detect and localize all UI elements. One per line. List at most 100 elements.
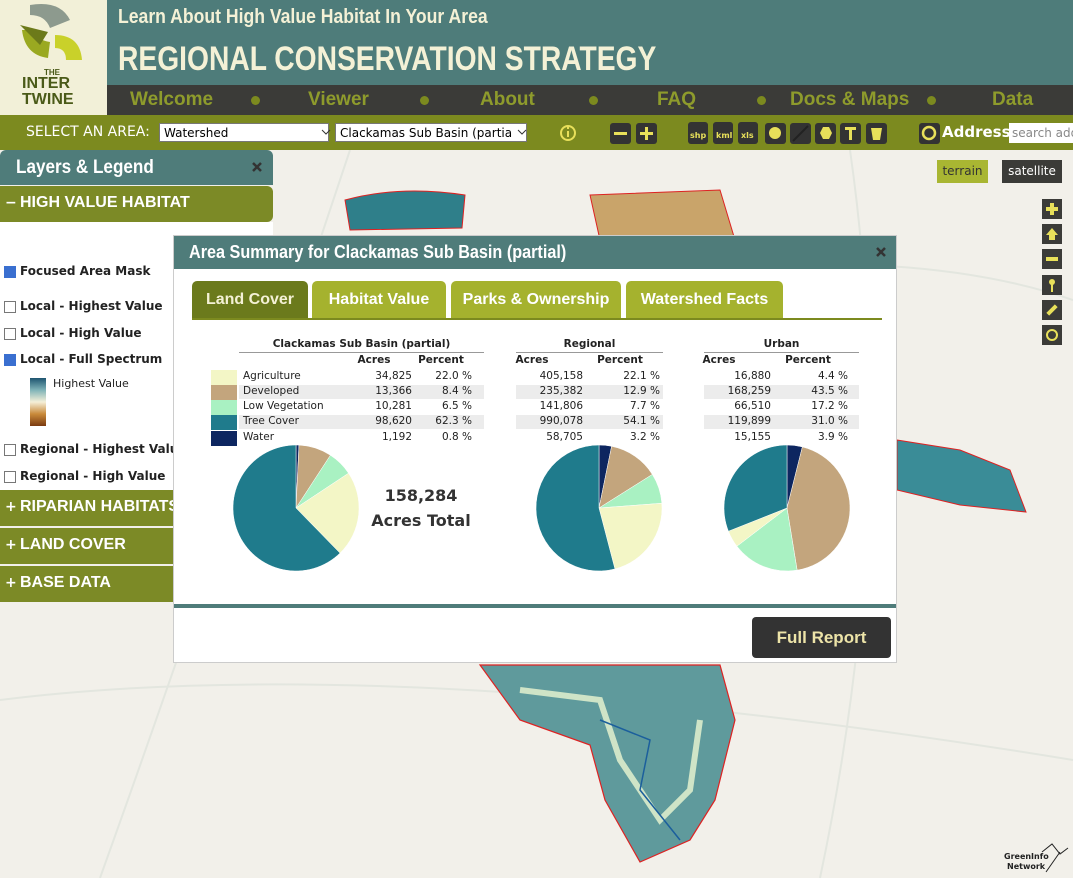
checkbox[interactable] [4,328,16,340]
percent: 62.3 % [435,415,472,427]
section-toggle[interactable]: + [5,537,17,553]
acres: 990,078 [539,415,583,427]
info-icon[interactable] [560,125,576,141]
nav-link[interactable]: Data [992,89,1034,110]
tab[interactable]: Land Cover [192,281,308,318]
layer-name[interactable]: Regional - Highest Value [20,442,187,456]
percent: 6.5 % [441,400,472,412]
layer-name[interactable]: Local - Full Spectrum [20,352,163,366]
checkbox[interactable] [4,354,16,366]
group-title: Urban [763,338,800,350]
swatch [211,385,237,400]
tab-rule [192,318,882,320]
legend-label: Highest Value [53,377,129,390]
percent: 0.8 % [441,431,472,443]
nav-separator [589,96,598,105]
nav-link[interactable]: Docs & Maps [790,89,910,110]
swatch [211,400,237,415]
layer-name[interactable]: Local - High Value [20,326,142,340]
acres: 168,259 [727,385,771,397]
swatch [211,431,237,446]
row-stripe [516,385,663,399]
group-rule [516,352,663,353]
toolbar-icons [321,122,940,144]
checkbox[interactable] [4,444,16,456]
column-header: Acres [702,354,736,366]
section-name[interactable]: BASE DATA [20,574,111,591]
nav-separator [757,96,766,105]
separator [174,604,896,608]
section-toggle[interactable]: − [5,195,17,211]
nav-link[interactable]: Welcome [130,89,214,110]
nav-separator [251,96,260,105]
acres: 10,281 [375,400,412,412]
address-input[interactable]: search addr [1009,123,1073,143]
percent: 4.4 % [817,370,848,382]
satellite-button[interactable]: satellite [1002,160,1062,183]
tool-label[interactable]: shp [690,131,707,140]
section-name[interactable]: LAND COVER [20,536,126,553]
terrain-button[interactable]: terrain [937,160,988,183]
acres: 235,382 [539,385,583,397]
percent: 22.0 % [435,370,472,382]
area-summary-dialog: Area Summary for Clackamas Sub Basin (pa… [173,235,897,663]
percent: 3.2 % [629,431,660,443]
group-rule [239,352,484,353]
nav-link[interactable]: Viewer [308,89,369,110]
area-type-select[interactable]: Watershed [159,123,329,142]
row-stripe [239,415,484,429]
percent: 31.0 % [811,415,848,427]
nav-link[interactable]: FAQ [657,89,697,110]
tool-label[interactable]: kml [716,131,733,140]
area-select[interactable]: Clackamas Sub Basin (partia [335,123,527,142]
nav-link[interactable]: About [480,89,535,110]
pie-slice [232,444,341,572]
acres: 98,620 [375,415,412,427]
footer-logo: Network [1007,862,1046,871]
acres: 1,192 [381,431,412,443]
total-label: Acres Total [371,511,471,530]
close-icon[interactable] [174,236,896,269]
nav-separator [927,96,936,105]
header [0,0,1073,85]
acres: 58,705 [546,431,583,443]
category-name: Developed [243,385,300,397]
checkbox[interactable] [4,301,16,313]
sidebar-title: Layers & Legend [16,157,154,178]
group-title: Clackamas Sub Basin (partial) [272,338,451,350]
pie-slice [535,444,616,572]
address-label: Address: [942,123,1017,141]
column-header: Percent [785,354,831,366]
section-toggle[interactable]: + [5,575,17,591]
tool-label[interactable]: xls [741,131,754,140]
layer-name[interactable]: Regional - High Value [20,469,166,483]
acres: 16,880 [734,370,771,382]
category-name: Low Vegetation [243,400,324,412]
logo-text: TWINE [22,91,74,108]
section-header[interactable]: − HIGH VALUE HABITAT [0,186,273,222]
section-name[interactable]: HIGH VALUE HABITAT [20,194,190,211]
pie-slice [786,446,851,571]
acres: 13,366 [375,385,412,397]
row-stripe [704,385,859,399]
checkbox[interactable] [4,471,16,483]
section-toggle[interactable]: + [5,499,17,515]
layer-name[interactable]: Focused Area Mask [20,264,151,278]
logo-text: INTER [22,75,70,92]
swatch [211,370,237,385]
close-icon[interactable] [0,150,273,185]
group-rule [704,352,859,353]
section-name[interactable]: RIPARIAN HABITATS [20,498,180,515]
layer-name[interactable]: Local - Highest Value [20,299,163,313]
checkbox[interactable] [4,266,16,278]
tagline: Learn About High Value Habitat In Your A… [118,6,488,28]
acres: 34,825 [375,370,412,382]
pie-slice [598,503,663,570]
percent: 43.5 % [811,385,848,397]
tab[interactable]: Watershed Facts [626,281,783,318]
tab[interactable]: Parks & Ownership [451,281,621,318]
tab[interactable]: Habitat Value [312,281,446,318]
full-report-button[interactable]: Full Report [752,617,891,658]
